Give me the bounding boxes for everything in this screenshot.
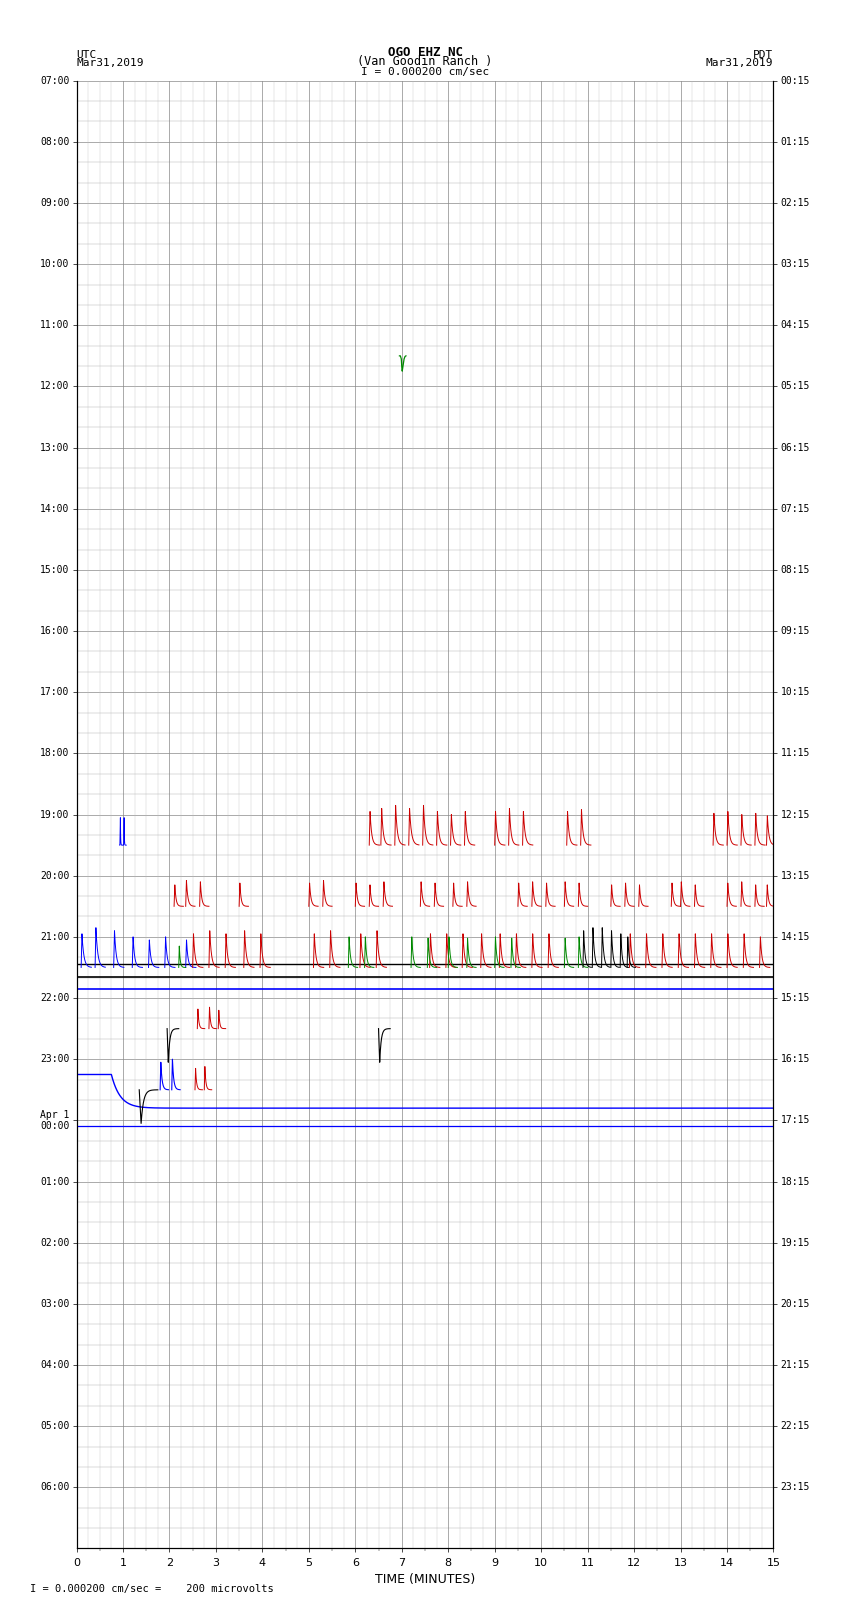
- Text: I = 0.000200 cm/sec: I = 0.000200 cm/sec: [361, 66, 489, 77]
- Text: (Van Goodin Ranch ): (Van Goodin Ranch ): [357, 55, 493, 68]
- Text: PDT: PDT: [753, 50, 774, 60]
- Text: OGO EHZ NC: OGO EHZ NC: [388, 45, 462, 58]
- Text: Mar31,2019: Mar31,2019: [706, 58, 774, 68]
- Text: Mar31,2019: Mar31,2019: [76, 58, 144, 68]
- Text: I = 0.000200 cm/sec =    200 microvolts: I = 0.000200 cm/sec = 200 microvolts: [30, 1584, 274, 1594]
- Text: UTC: UTC: [76, 50, 97, 60]
- X-axis label: TIME (MINUTES): TIME (MINUTES): [375, 1573, 475, 1586]
